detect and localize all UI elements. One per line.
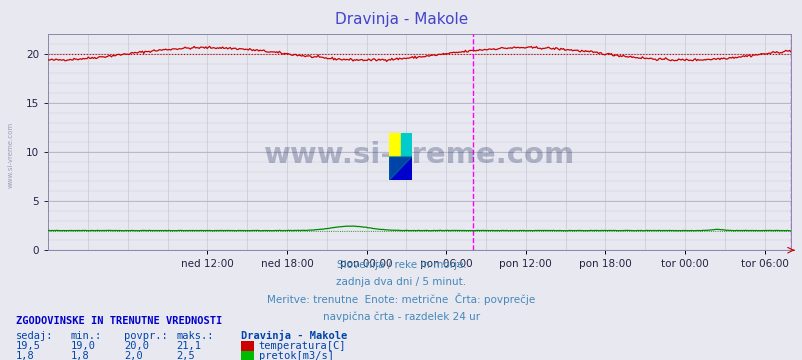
Text: Meritve: trenutne  Enote: metrične  Črta: povprečje: Meritve: trenutne Enote: metrične Črta: … <box>267 293 535 305</box>
Text: maks.:: maks.: <box>176 330 214 341</box>
Text: ZGODOVINSKE IN TRENUTNE VREDNOSTI: ZGODOVINSKE IN TRENUTNE VREDNOSTI <box>16 316 222 326</box>
Text: Slovenija / reke in morje.: Slovenija / reke in morje. <box>336 260 466 270</box>
Polygon shape <box>389 157 411 180</box>
Text: www.si-vreme.com: www.si-vreme.com <box>264 141 574 169</box>
Text: povpr.:: povpr.: <box>124 330 168 341</box>
Text: 1,8: 1,8 <box>71 351 89 360</box>
Text: 21,1: 21,1 <box>176 341 201 351</box>
Text: temperatura[C]: temperatura[C] <box>258 341 346 351</box>
Text: zadnja dva dni / 5 minut.: zadnja dva dni / 5 minut. <box>336 277 466 287</box>
Text: sedaj:: sedaj: <box>16 330 54 341</box>
Text: 19,5: 19,5 <box>16 341 41 351</box>
Text: navpična črta - razdelek 24 ur: navpična črta - razdelek 24 ur <box>322 311 480 322</box>
Text: 2,5: 2,5 <box>176 351 195 360</box>
Bar <box>400 133 411 157</box>
Text: www.si-vreme.com: www.si-vreme.com <box>7 122 14 188</box>
Text: Dravinja - Makole: Dravinja - Makole <box>334 12 468 27</box>
Text: 19,0: 19,0 <box>71 341 95 351</box>
Text: min.:: min.: <box>71 330 102 341</box>
Text: 20,0: 20,0 <box>124 341 149 351</box>
Text: Dravinja - Makole: Dravinja - Makole <box>241 330 346 341</box>
Polygon shape <box>389 157 411 180</box>
Text: 2,0: 2,0 <box>124 351 143 360</box>
Text: pretok[m3/s]: pretok[m3/s] <box>258 351 333 360</box>
Bar <box>389 133 400 157</box>
Text: 1,8: 1,8 <box>16 351 34 360</box>
